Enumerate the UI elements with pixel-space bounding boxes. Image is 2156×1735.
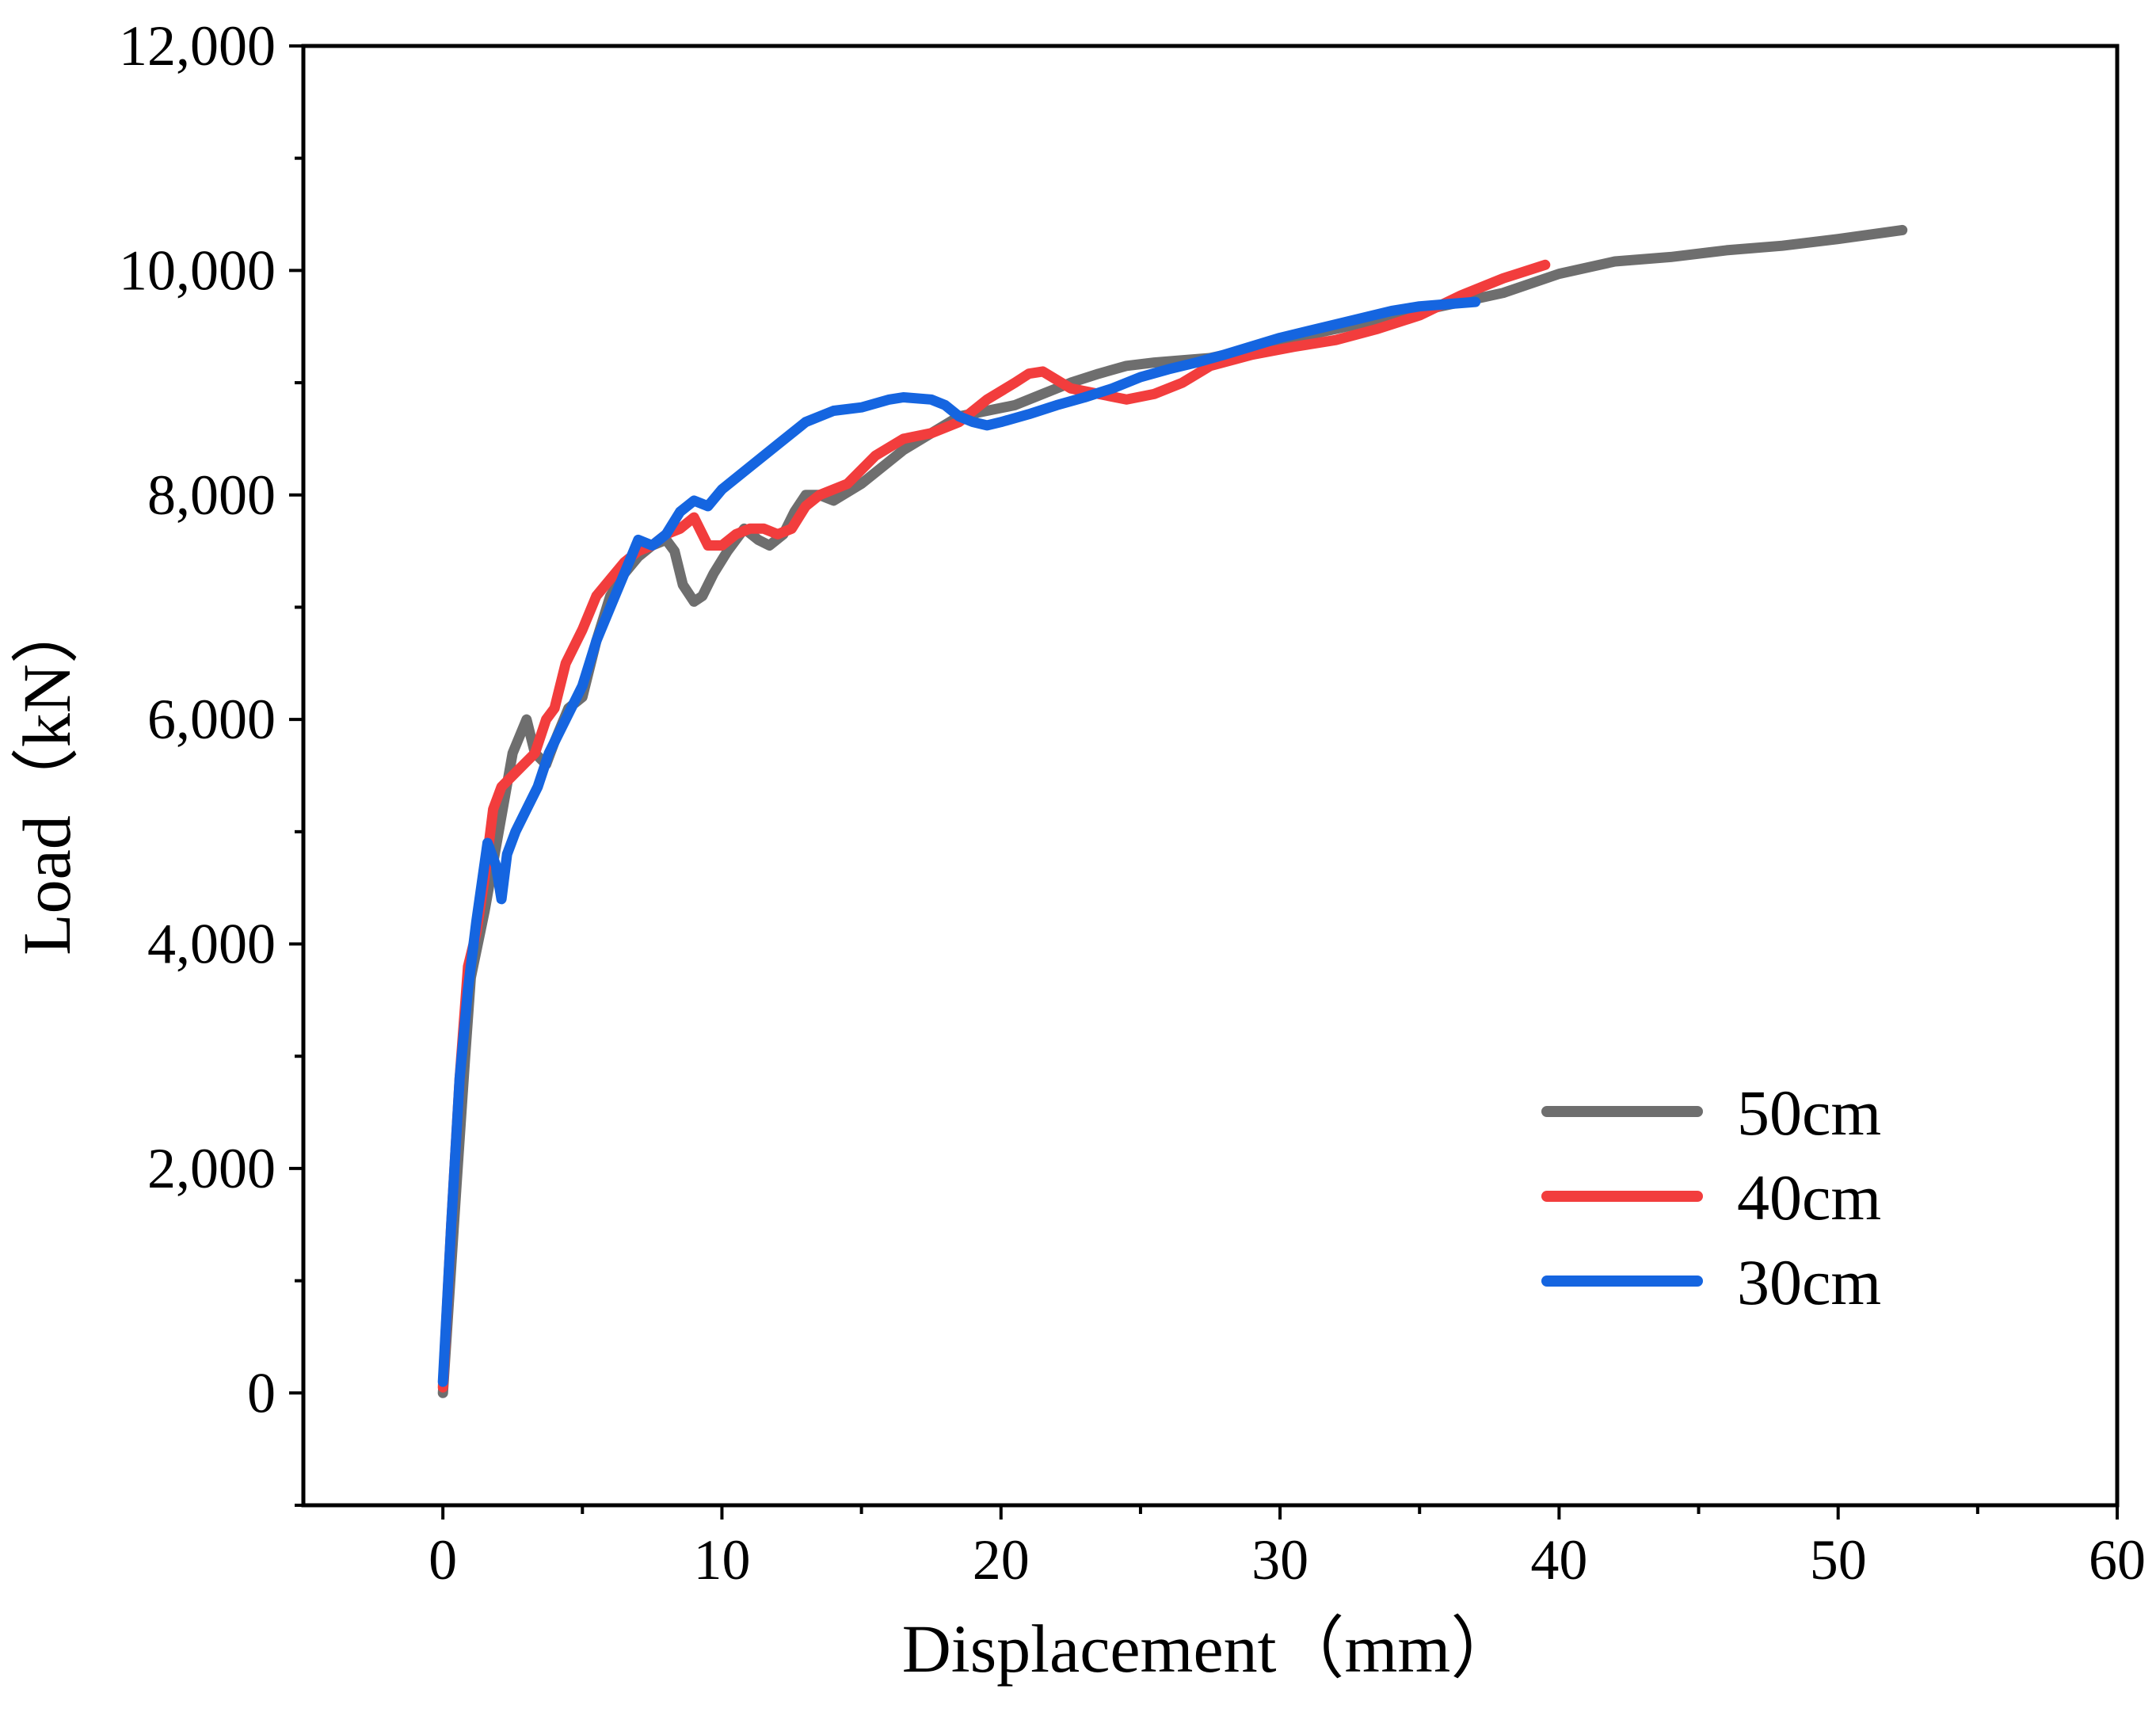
y-tick-label: 8,000 [147, 463, 276, 527]
y-axis-ticks: 0 2,000 4,000 6,000 8,000 10,000 12,000 [119, 14, 303, 1507]
y-tick-label: 2,000 [147, 1137, 276, 1200]
legend-label-50cm: 50cm [1737, 1077, 1881, 1149]
x-tick-label: 0 [429, 1528, 457, 1592]
y-tick-label: 10,000 [119, 238, 276, 302]
series-line-40cm [437, 259, 1551, 1393]
y-tick-label: 0 [247, 1361, 276, 1424]
legend-label-40cm: 40cm [1737, 1161, 1881, 1234]
legend-label-30cm: 30cm [1737, 1246, 1881, 1318]
series-line-50cm [437, 224, 1908, 1398]
x-tick-label: 10 [693, 1528, 750, 1592]
y-tick-label: 12,000 [119, 14, 276, 78]
x-tick-label: 20 [973, 1528, 1030, 1592]
series-line-30cm [437, 296, 1481, 1387]
legend: 50cm 40cm 30cm [1541, 1077, 1881, 1318]
y-tick-label: 6,000 [147, 688, 276, 751]
x-axis-ticks: 0 10 20 30 40 50 60 [429, 1505, 2146, 1592]
plot-area-frame [301, 44, 2120, 1508]
x-axis-title: Displacement（mm） [902, 1611, 1519, 1687]
x-tick-label: 30 [1251, 1528, 1308, 1592]
y-tick-label: 4,000 [147, 913, 276, 976]
x-tick-label: 60 [2089, 1528, 2146, 1592]
y-axis-title: Load（kN） [9, 596, 85, 955]
x-tick-label: 50 [1810, 1528, 1867, 1592]
x-tick-label: 40 [1530, 1528, 1587, 1592]
series-layer [437, 224, 1908, 1398]
